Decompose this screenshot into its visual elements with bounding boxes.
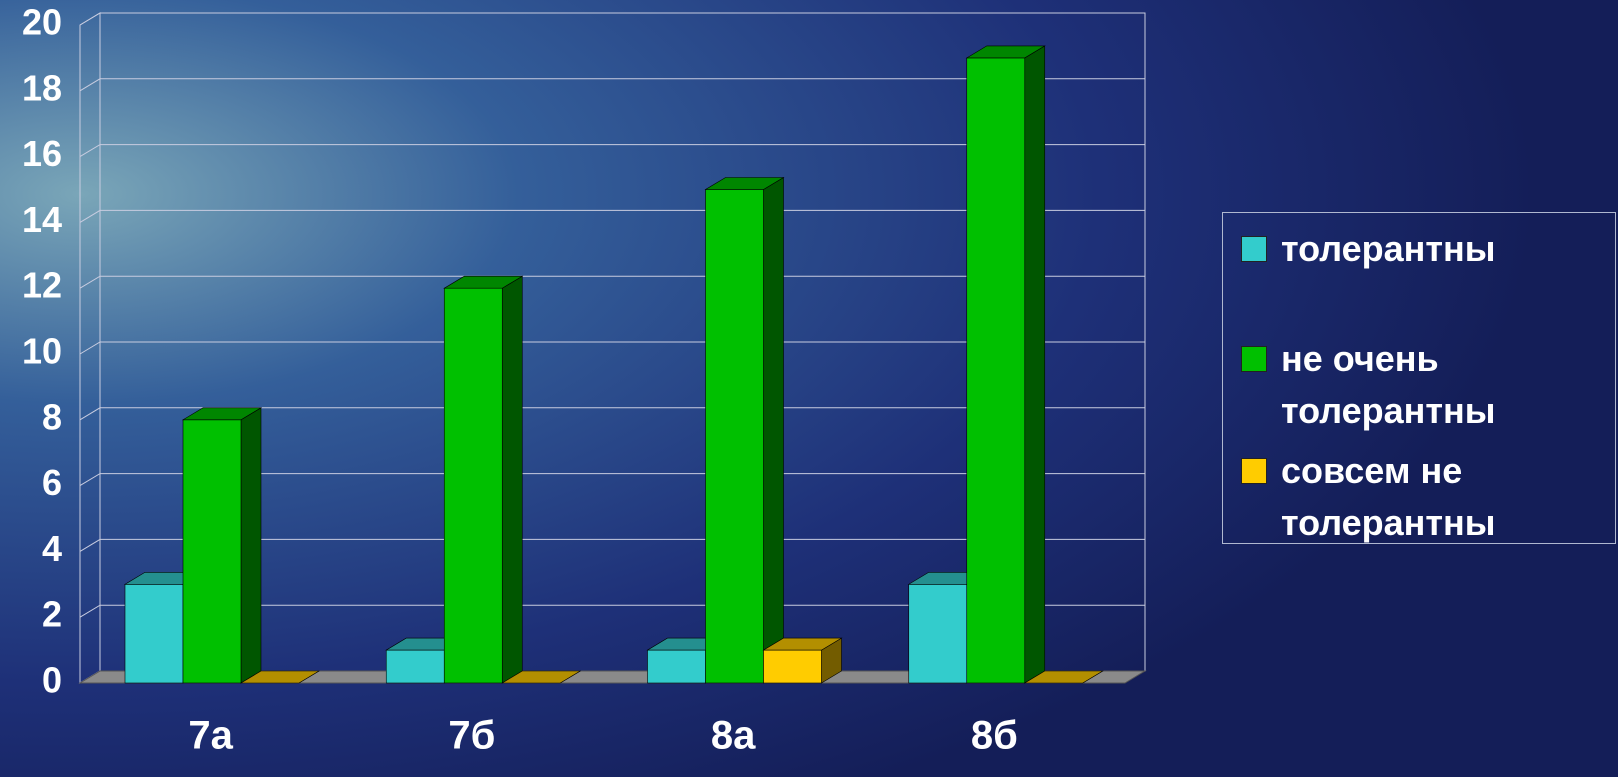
bar: [967, 58, 1025, 683]
x-tick-label: 8б: [971, 714, 1018, 758]
bar-side: [241, 408, 261, 683]
y-tick-label: 12: [22, 265, 62, 306]
bar: [706, 190, 764, 684]
y-tick-label: 16: [22, 133, 62, 174]
bar: [386, 650, 444, 683]
y-tick-label: 2: [42, 594, 62, 635]
bar: [909, 584, 967, 683]
bar-side: [1025, 46, 1045, 683]
legend-swatch: [1241, 236, 1267, 262]
x-tick-label: 7б: [448, 714, 495, 758]
x-tick-label: 7а: [188, 714, 233, 758]
bar: [125, 584, 183, 683]
page: 0 2 4 6 8 10 12 14 16 18 20 7а 7б 8а 8б толерантны не о…: [0, 0, 1618, 777]
legend-swatch: [1241, 458, 1267, 484]
y-tick-label: 4: [42, 528, 62, 569]
bar: [764, 650, 822, 683]
legend-item: не очень толерантны: [1241, 333, 1611, 437]
y-tick-label: 18: [22, 67, 62, 108]
legend-item: совсем не толерантны: [1241, 445, 1611, 549]
bar: [183, 420, 241, 683]
y-tick-label: 0: [42, 660, 62, 701]
y-tick-label: 8: [42, 396, 62, 437]
y-tick-label: 6: [42, 462, 62, 503]
legend-swatch: [1241, 346, 1267, 372]
bar: [444, 288, 502, 683]
legend-label: толерантны: [1281, 223, 1601, 275]
bar-side: [764, 178, 784, 684]
x-tick-label: 8а: [711, 714, 756, 758]
y-tick-label: 14: [22, 199, 62, 240]
y-tick-label: 10: [22, 331, 62, 372]
legend-item: толерантны: [1241, 223, 1611, 275]
y-tick-label: 20: [22, 2, 62, 43]
legend-label: не очень толерантны: [1281, 333, 1601, 437]
bar: [648, 650, 706, 683]
legend-label: совсем не толерантны: [1281, 445, 1601, 549]
bar-side: [502, 276, 522, 683]
